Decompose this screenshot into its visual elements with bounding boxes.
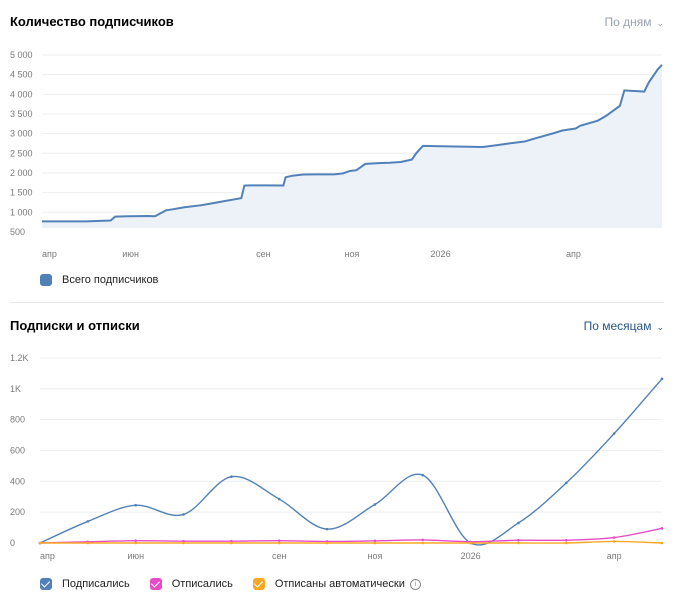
- data-point: [182, 539, 185, 543]
- data-point: [277, 541, 281, 545]
- period-selector-months[interactable]: По месяцам ⌄: [584, 319, 664, 333]
- y-tick-label: 0: [10, 538, 15, 548]
- x-tick-label: апр: [42, 249, 57, 259]
- data-point: [660, 527, 664, 530]
- y-tick-label: 800: [10, 415, 25, 425]
- data-point: [421, 541, 425, 545]
- y-tick-label: 1K: [10, 384, 21, 394]
- subscribers-panel: Количество подписчиков По дням ⌄ 500 1 000…: [10, 14, 664, 286]
- data-point: [134, 539, 137, 542]
- data-point: [86, 520, 90, 523]
- data-point: [612, 540, 616, 543]
- x-tick-label: апр: [607, 551, 622, 561]
- divider: [10, 302, 664, 303]
- period-selector-label: По дням: [604, 15, 652, 29]
- y-tick-label: 4 500: [10, 70, 33, 80]
- subscribers-legend: Всего подписчиков: [40, 274, 178, 286]
- x-tick-label: апр: [40, 551, 55, 561]
- data-point: [277, 497, 281, 501]
- legend-item-auto-unsubscribed[interactable]: Отписаны автоматически i: [252, 578, 421, 590]
- subs-unsubs-chart-title: Подписки и отписки: [10, 318, 140, 333]
- data-point: [182, 541, 185, 545]
- x-tick-label: 2026: [431, 249, 451, 259]
- series-line-1: [39, 527, 663, 544]
- y-tick-label: 2 000: [10, 168, 33, 178]
- subscribers-chart-title: Количество подписчиков: [10, 14, 174, 29]
- data-point: [373, 503, 377, 506]
- y-tick-label: 400: [10, 476, 25, 486]
- y-tick-label: 2 500: [10, 148, 33, 158]
- legend-swatch-total: [40, 274, 52, 286]
- data-point: [373, 541, 377, 545]
- data-point: [565, 538, 568, 542]
- data-point: [517, 541, 520, 545]
- data-point: [230, 541, 233, 545]
- y-tick-label: 1 000: [10, 207, 33, 217]
- x-tick-label: 2026: [461, 551, 481, 561]
- y-tick-label: 600: [10, 446, 25, 456]
- x-tick-label: ноя: [345, 249, 360, 259]
- checkbox-subscribed[interactable]: [40, 578, 52, 590]
- data-point: [421, 538, 425, 542]
- data-point: [134, 541, 137, 545]
- subs-unsubs-panel: Подписки и отписки По месяцам ⌄ Подписали…: [0, 303, 676, 600]
- x-tick-label: сен: [256, 249, 271, 259]
- y-tick-label: 3 500: [10, 109, 33, 119]
- subscribers-chart: 500 1 000 1 500 2 000 2 500 3 000 3 500 4 000 4 …: [10, 50, 663, 259]
- legend-label-unsubscribed: Отписались: [171, 578, 233, 590]
- data-point: [277, 539, 281, 542]
- info-icon[interactable]: i: [409, 578, 421, 590]
- period-selector-days[interactable]: По дням ⌄: [604, 15, 664, 29]
- legend-label-auto-unsubscribed: Отписаны автоматически: [274, 578, 405, 590]
- x-tick-label: апр: [566, 249, 581, 259]
- data-point: [517, 521, 520, 525]
- series-line-0: [42, 64, 663, 223]
- data-point: [517, 538, 520, 542]
- checkbox-auto-unsubscribed[interactable]: [252, 578, 265, 590]
- y-tick-label: 200: [10, 507, 25, 517]
- data-point: [86, 541, 90, 545]
- data-point: [230, 539, 233, 543]
- data-point: [660, 377, 664, 381]
- x-tick-label: ноя: [367, 551, 382, 561]
- period-selector-label: По месяцам: [583, 319, 652, 333]
- series-line-2: [39, 540, 663, 544]
- y-tick-label: 3 000: [10, 129, 33, 139]
- legend-label-total: Всего подписчиков: [62, 274, 159, 286]
- y-tick-label: 1 500: [10, 188, 33, 198]
- legend-item-total[interactable]: Всего подписчиков: [40, 274, 158, 286]
- x-tick-label: июн: [127, 551, 144, 561]
- y-tick-label: 4 000: [10, 89, 33, 99]
- data-point: [612, 432, 616, 435]
- data-point: [134, 503, 137, 507]
- y-tick-label: 500: [10, 227, 25, 237]
- data-point: [421, 473, 425, 477]
- checkbox-unsubscribed[interactable]: [149, 578, 162, 590]
- data-point: [182, 513, 185, 516]
- data-point: [660, 541, 664, 545]
- x-tick-label: июн: [122, 249, 139, 259]
- data-point: [230, 475, 233, 479]
- series-area-fill: [42, 64, 662, 228]
- subs-unsubs-legend: Подписались Отписались Отписаны автомати…: [40, 578, 441, 590]
- series-line-0: [39, 378, 663, 546]
- legend-item-subscribed[interactable]: Подписались: [40, 578, 130, 590]
- legend-item-unsubscribed[interactable]: Отписались: [149, 578, 233, 590]
- chevron-down-icon: ⌄: [656, 18, 664, 28]
- data-point: [325, 541, 329, 545]
- chevron-down-icon: ⌄: [656, 322, 664, 332]
- y-tick-label: 5 000: [10, 50, 33, 60]
- y-tick-label: 1.2K: [10, 353, 29, 363]
- data-point: [565, 481, 568, 485]
- legend-label-subscribed: Подписались: [62, 578, 130, 590]
- x-tick-label: сен: [272, 551, 287, 561]
- data-point: [38, 541, 42, 545]
- data-point: [565, 541, 568, 545]
- data-point: [469, 541, 472, 545]
- data-point: [325, 527, 329, 531]
- data-point: [612, 536, 616, 539]
- data-point: [373, 539, 377, 543]
